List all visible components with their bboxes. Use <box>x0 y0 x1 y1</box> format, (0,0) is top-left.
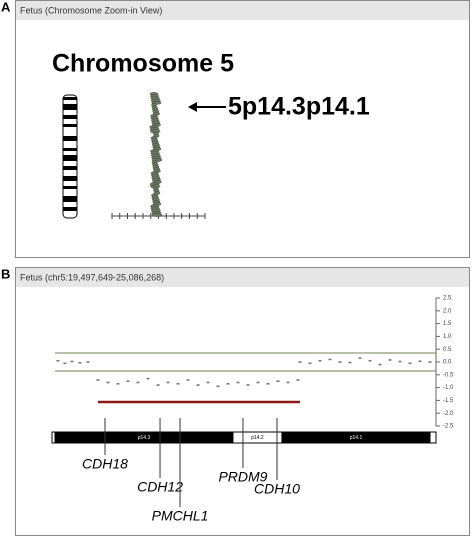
probe-point <box>56 359 60 362</box>
band-label: p14.3 <box>138 435 151 441</box>
probe-point <box>286 381 290 384</box>
probe-point <box>298 361 302 363</box>
band-label: p14.1 <box>350 435 363 441</box>
y-tick-label: 1.5 <box>443 321 452 327</box>
ideogram-band <box>63 176 77 181</box>
ideogram-band <box>63 186 77 189</box>
panel-header <box>16 1 469 20</box>
panel-header <box>16 268 469 287</box>
ideogram-band <box>63 115 77 119</box>
ideogram-band <box>63 196 77 202</box>
gene-label: CDH18 <box>82 456 128 472</box>
y-tick-label: -1.0 <box>443 385 454 391</box>
cnv-plot: 2.5 2.0 1.5 1.0 0.5 0.0 -0.5 -1.0 -1.5 -2.0 -2.5 p1… <box>51 296 454 524</box>
probe-point <box>236 381 240 384</box>
probe-point <box>136 381 140 384</box>
probe-point <box>388 359 392 361</box>
probe-point <box>418 360 422 363</box>
probe-point <box>428 361 432 363</box>
probe-point <box>308 362 312 365</box>
panel-frame <box>15 0 470 258</box>
panel-label: B <box>1 266 10 281</box>
ideogram <box>62 94 78 219</box>
probe-point <box>246 384 250 386</box>
chromosome-title: Chromosome 5 <box>52 50 234 78</box>
ideogram-band <box>63 136 77 141</box>
probe-point <box>338 361 342 363</box>
probe-point <box>126 380 130 382</box>
header-text: Fetus (Chromosome Zoom-in View) <box>20 5 162 15</box>
probe-point <box>358 357 362 359</box>
probe-point <box>186 379 190 381</box>
ideogram-band <box>63 155 77 161</box>
probe-point <box>348 361 352 364</box>
band <box>281 431 431 444</box>
probe-point <box>328 358 332 361</box>
header-text: Fetus (chr5:19,497,649-25,086,268) <box>20 272 164 282</box>
probe-point <box>318 359 322 362</box>
y-tick-label: -1.5 <box>443 398 454 404</box>
ideogram-band <box>63 104 77 110</box>
probe-point <box>256 381 260 384</box>
gene-label: PRDM9 <box>218 469 267 485</box>
arrow-head <box>188 102 197 112</box>
y-tick-label: 2.5 <box>443 296 452 302</box>
zoom-plot <box>111 92 206 219</box>
gene-label: CDH12 <box>137 479 183 495</box>
probe-point <box>106 381 110 384</box>
probe-point <box>378 363 382 366</box>
y-tick-label: 0.0 <box>443 360 452 366</box>
y-tick-label: 0.5 <box>443 347 452 353</box>
y-tick-label: -2.0 <box>443 411 454 417</box>
probe-point <box>70 360 74 363</box>
probe-point <box>116 382 120 385</box>
probe-point <box>176 382 180 385</box>
panel-label: A <box>1 0 11 14</box>
y-tick-label: -0.5 <box>443 372 454 378</box>
probe-point <box>216 385 220 388</box>
probe-point <box>196 384 200 386</box>
probe-point <box>96 379 100 381</box>
probe-point <box>78 361 82 364</box>
probe-point <box>86 361 90 363</box>
band-label: p14.2 <box>251 435 264 441</box>
probe-point <box>156 384 160 386</box>
y-tick-label: 2.0 <box>443 308 452 314</box>
ideogram-band <box>63 207 77 211</box>
probe-point <box>368 359 372 362</box>
probe-point <box>398 360 402 363</box>
probe-point <box>226 382 230 385</box>
gene-label: CDH10 <box>254 481 300 497</box>
zoom-dots <box>151 213 163 217</box>
probe-point <box>146 377 150 380</box>
gene-label: PMCHL1 <box>152 508 209 524</box>
probe-point <box>296 379 300 381</box>
probe-point <box>266 382 270 385</box>
callout-label: 5p14.3p14.1 <box>228 93 370 121</box>
probe-point <box>166 381 170 384</box>
probe-point <box>276 380 280 382</box>
probe-point <box>63 362 67 365</box>
y-tick-label: -2.5 <box>443 424 454 430</box>
ideogram-band <box>63 166 77 170</box>
ideogram-band <box>63 97 77 100</box>
ideogram-band <box>63 148 77 151</box>
probe-point <box>408 362 412 365</box>
probe-point <box>206 381 210 384</box>
y-tick-label: 1.0 <box>443 334 452 340</box>
ideogram-band <box>63 124 77 127</box>
